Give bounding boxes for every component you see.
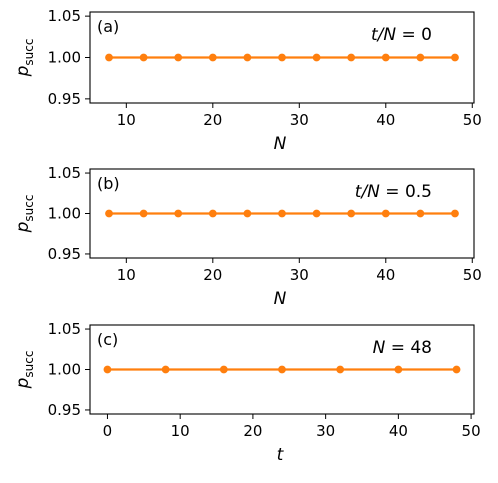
data-point [347,209,356,218]
data-point [347,53,356,62]
data-point [278,53,286,62]
y-axis-label: psucc [13,195,36,234]
y-tick-label: 0.95 [48,245,81,263]
y-tick-label: 1.05 [48,7,81,25]
data-point [416,209,425,218]
data-point [219,365,228,374]
data-point [243,209,252,218]
x-tick-label: 30 [316,422,335,440]
x-tick-label: 30 [290,266,309,284]
data-point [278,209,286,218]
data-point [105,209,113,218]
y-tick-label: 1.05 [48,320,81,338]
panel-label: (a) [97,17,119,36]
x-axis-label: N [274,134,287,154]
data-point [208,209,217,218]
data-point [336,365,345,374]
data-point [452,365,461,374]
data-point [208,53,217,62]
x-tick-label: 40 [376,111,395,129]
data-point [312,53,321,62]
y-axis-label: psucc [13,39,36,78]
panel-label: (c) [97,330,118,349]
y-tick-label: 1.05 [48,164,81,182]
x-axis-label: t [277,445,285,465]
data-point [451,209,459,218]
data-point [394,365,403,374]
x-tick-label: 20 [243,422,262,440]
x-tick-label: 0 [103,422,113,440]
x-tick-label: 10 [171,422,190,440]
x-tick-label: 40 [376,266,395,284]
panel-annotation: t/N = 0 [371,25,432,45]
data-point [451,53,459,62]
x-tick-label: 10 [117,266,136,284]
data-point [243,53,252,62]
y-tick-label: 0.95 [48,401,81,419]
data-point [139,209,148,218]
y-tick-label: 1.00 [48,49,81,67]
x-tick-label: 20 [203,266,222,284]
data-point [278,365,286,374]
x-tick-label: 20 [203,111,222,129]
data-point [416,53,425,62]
data-point [139,53,148,62]
data-point [105,53,113,62]
panel-label: (b) [97,174,120,193]
data-point [381,53,390,62]
data-point [381,209,390,218]
x-tick-label: 40 [389,422,408,440]
data-point [161,365,170,374]
panel-c: 0 10 20 30 40 50 0.95 1.00 1.05 t psucc (c) N = 48 [13,320,481,465]
y-tick-label: 0.95 [48,90,81,108]
y-tick-label: 1.00 [48,205,81,223]
y-tick-label: 1.00 [48,361,81,379]
data-point [174,53,183,62]
y-axis-label: psucc [13,351,36,390]
panel-annotation: t/N = 0.5 [355,182,432,202]
x-tick-label: 50 [463,266,482,284]
x-tick-label: 10 [117,111,136,129]
x-tick-label: 30 [290,111,309,129]
data-point [103,365,112,374]
x-axis-label: N [274,289,287,309]
panel-annotation: N = 48 [373,338,432,358]
data-point [312,209,321,218]
x-tick-label: 50 [463,111,482,129]
x-tick-label: 50 [462,422,481,440]
data-point [174,209,183,218]
